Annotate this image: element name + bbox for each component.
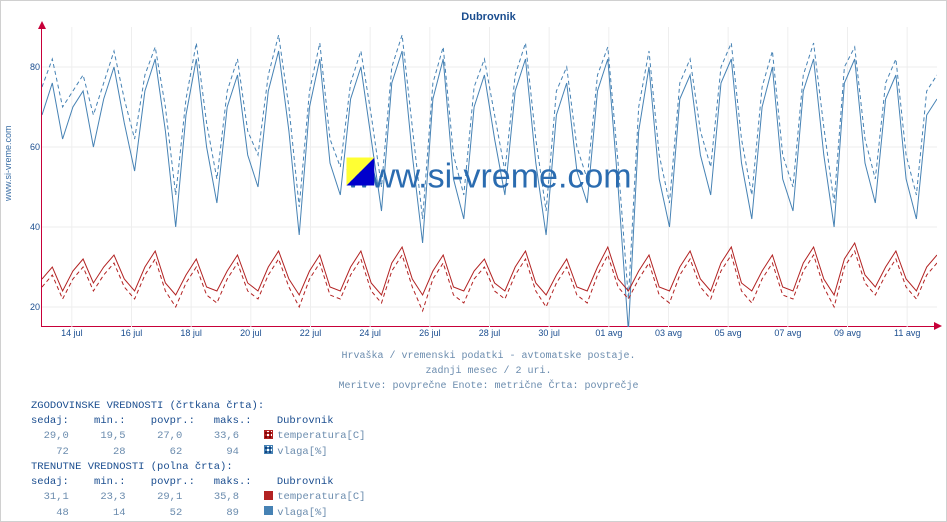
- x-axis-labels: 14 jul 16 jul 18 jul 20 jul 22 jul 24 jul 26 j…: [42, 328, 936, 342]
- y-tick-label: 40: [30, 222, 40, 232]
- y-tick-label: 60: [30, 142, 40, 152]
- swatch-dash-red-icon: [264, 430, 273, 439]
- x-tick-label: 01 avg: [595, 328, 622, 338]
- x-tick-label: 28 jul: [479, 328, 501, 338]
- chart-title: Dubrovnik: [41, 11, 936, 23]
- x-tick-label: 09 avg: [834, 328, 861, 338]
- y-tick-label: 80: [30, 62, 40, 72]
- x-tick-label: 11 avg: [894, 328, 920, 338]
- y-tick-label: 20: [30, 302, 40, 312]
- chart-container: Dubrovnik 20406080 14 jul16 jul18 jul20 …: [41, 11, 936, 371]
- x-tick-label: 26 jul: [419, 328, 441, 338]
- x-tick-label: 14 jul: [61, 328, 83, 338]
- chart-caption: Hrvaška / vremenski podatki - avtomatske…: [41, 349, 936, 394]
- swatch-solid-blue-icon: [264, 506, 273, 515]
- x-tick-label: 18 jul: [180, 328, 202, 338]
- plot-area: 20406080 14 jul16 jul18 jul20 jul22 jul2…: [41, 27, 936, 327]
- legend-hist-title: ZGODOVINSKE VREDNOSTI (črtkana črta):: [31, 399, 921, 414]
- legend-curr-title: TRENUTNE VREDNOSTI (polna črta):: [31, 460, 921, 475]
- y-axis-labels: 20 40 60 80: [18, 27, 40, 326]
- legend-curr-hum-row: 48 14 52 89 vlaga[%]: [31, 506, 921, 521]
- caption-line3: Meritve: povprečne Enote: metrične Črta:…: [41, 379, 936, 394]
- site-url-vertical: www.si-vreme.com: [3, 125, 13, 201]
- x-tick-label: 16 jul: [121, 328, 143, 338]
- x-tick-label: 07 avg: [774, 328, 801, 338]
- legend-hist-temp-row: 29,0 19,5 27,0 33,6 temperatura[C]: [31, 429, 921, 444]
- caption-line1: Hrvaška / vremenski podatki - avtomatske…: [41, 349, 936, 364]
- caption-line2: zadnji mesec / 2 uri.: [41, 364, 936, 379]
- swatch-solid-red-icon: [264, 491, 273, 500]
- x-tick-label: 30 jul: [538, 328, 560, 338]
- x-tick-label: 24 jul: [359, 328, 381, 338]
- legend-curr-temp-row: 31,1 23,3 29,1 35,8 temperatura[C]: [31, 490, 921, 505]
- x-tick-label: 20 jul: [240, 328, 262, 338]
- legend-columns-2: sedaj: min.: povpr.: maks.: Dubrovnik: [31, 475, 921, 490]
- plot-svg: [42, 27, 937, 327]
- legend-columns: sedaj: min.: povpr.: maks.: Dubrovnik: [31, 414, 921, 429]
- legend-block: ZGODOVINSKE VREDNOSTI (črtkana črta): se…: [31, 399, 921, 521]
- swatch-dash-blue-icon: [264, 445, 273, 454]
- x-tick-label: 05 avg: [715, 328, 742, 338]
- legend-hist-hum-row: 72 28 62 94 vlaga[%]: [31, 445, 921, 460]
- x-tick-label: 03 avg: [655, 328, 682, 338]
- x-tick-label: 22 jul: [300, 328, 322, 338]
